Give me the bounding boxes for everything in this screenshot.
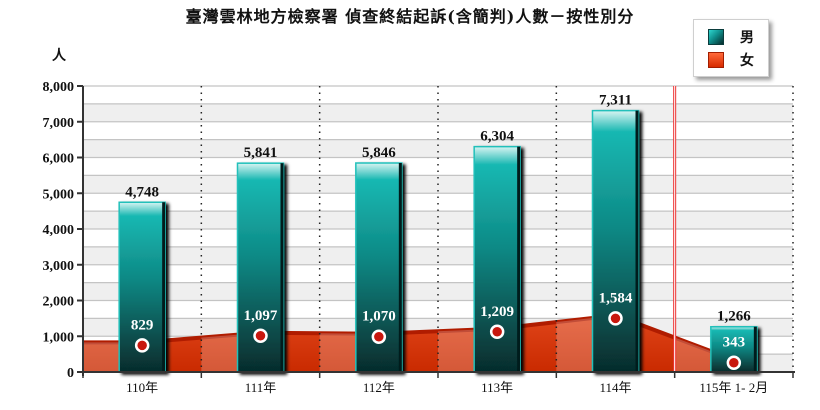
y-tick-label: 6,000 bbox=[43, 152, 75, 167]
female-value-label: 1,097 bbox=[244, 308, 278, 324]
red-square-icon bbox=[708, 52, 724, 68]
female-value-label: 1,209 bbox=[480, 304, 514, 320]
male-value-label: 1,266 bbox=[717, 309, 751, 325]
x-category-label: 112年 bbox=[363, 380, 395, 395]
female-value-label: 1,584 bbox=[599, 290, 633, 306]
x-category-label: 111年 bbox=[245, 380, 277, 395]
female-value-label: 1,070 bbox=[362, 309, 396, 325]
male-value-label: 7,311 bbox=[599, 93, 632, 109]
female-value-label: 343 bbox=[723, 335, 746, 351]
chart-title: 臺灣雲林地方檢察署 偵查終結起訴(含簡判)人數－按性別分 bbox=[185, 7, 635, 26]
female-point-marker bbox=[489, 324, 505, 340]
female-point-marker bbox=[726, 355, 742, 370]
male-value-label: 4,748 bbox=[125, 184, 159, 200]
y-tick-label: 0 bbox=[67, 366, 74, 381]
male-value-label: 5,846 bbox=[362, 145, 396, 161]
female-point-marker bbox=[134, 338, 150, 353]
male-value-label: 5,841 bbox=[244, 145, 278, 161]
female-point-marker bbox=[371, 329, 387, 344]
y-tick-label: 8,000 bbox=[43, 80, 75, 95]
legend-item-male: 男 bbox=[708, 28, 754, 46]
teal-gradient-square-icon bbox=[708, 29, 724, 45]
x-category-label: 114年 bbox=[599, 380, 631, 395]
data-labels: 4,748 5,841 5,846 6,304 7,311 1,266 829 1,097 1,… bbox=[125, 93, 751, 370]
y-tick-label: 5,000 bbox=[43, 187, 75, 202]
y-tick-label: 7,000 bbox=[43, 116, 75, 131]
female-value-label: 829 bbox=[131, 317, 154, 333]
y-tick-label: 3,000 bbox=[43, 259, 75, 274]
y-tick-label: 2,000 bbox=[43, 295, 75, 310]
y-tick-label: 4,000 bbox=[43, 223, 75, 238]
x-category-label: 110年 bbox=[126, 380, 158, 395]
y-axis-unit-label: 人 bbox=[52, 48, 66, 64]
male-value-label: 6,304 bbox=[480, 129, 514, 145]
female-point-marker bbox=[253, 328, 268, 344]
axes: 0 1,000 2,000 3,000 4,000 5,000 6,000 7,000 8,00… bbox=[43, 80, 795, 395]
legend-label: 男 bbox=[740, 30, 754, 46]
legend-item-female: 女 bbox=[708, 51, 754, 69]
legend-label: 女 bbox=[740, 53, 754, 69]
bar-male bbox=[591, 109, 640, 373]
legend: 男 女 bbox=[693, 19, 769, 77]
x-category-label: 113年 bbox=[481, 380, 513, 395]
y-tick-label: 1,000 bbox=[43, 330, 75, 345]
x-category-label: 115年 1- 2月 bbox=[699, 380, 768, 395]
female-point-marker bbox=[608, 311, 623, 326]
category-dividers bbox=[200, 86, 794, 372]
